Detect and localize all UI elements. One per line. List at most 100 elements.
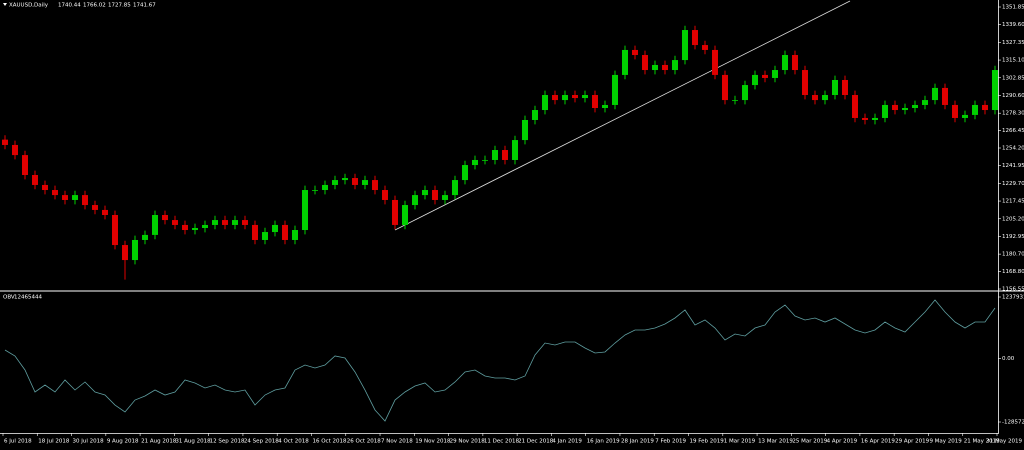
y-tick-label: 1266.45: [1002, 128, 1024, 134]
candle-body: [392, 199, 398, 225]
candle-body: [172, 220, 178, 225]
candle-body: [712, 49, 718, 75]
candle-body: [612, 74, 618, 105]
candle-body: [702, 45, 708, 50]
x-tick-label: 9 Aug 2018: [107, 439, 139, 445]
x-tick-label: 18 Jul 2018: [38, 439, 70, 445]
candle-body: [162, 214, 168, 221]
candle-body: [762, 74, 768, 78]
candle-body: [582, 95, 588, 99]
header-value: 1740.44: [58, 3, 81, 9]
y-tick-label: 1192.95: [1002, 234, 1024, 240]
x-tick-label: 1 Mar 2019: [724, 439, 756, 445]
x-tick-label: 29 Nov 2018: [450, 439, 486, 445]
candle-body: [962, 114, 968, 118]
candle-body: [2, 139, 8, 145]
candle-body: [892, 104, 898, 111]
candle-body: [452, 180, 458, 196]
y-tick-label: 1180.70: [1002, 252, 1024, 258]
candle-body: [832, 79, 838, 96]
x-tick-label: 21 Dec 2018: [518, 439, 554, 445]
y-tick-label: 1168.80: [1002, 269, 1024, 275]
candle-body: [592, 95, 598, 109]
candle-body: [292, 230, 298, 240]
candle-body: [602, 104, 608, 109]
candle-body: [412, 195, 418, 206]
candle-body: [552, 95, 558, 101]
candle-body: [992, 70, 998, 111]
candle-body: [222, 220, 228, 225]
candle-body: [772, 70, 778, 78]
x-tick-label: 31 May 2019: [986, 439, 1022, 445]
candle-body: [52, 190, 58, 196]
candle-body: [672, 60, 678, 71]
symbol-title: XAUUSD,Daily: [9, 3, 49, 9]
y-tick-label: 1254.20: [1002, 146, 1024, 152]
candle-body: [512, 140, 518, 160]
candle-body: [692, 30, 698, 46]
y-tick-label: 1339.60: [1002, 22, 1024, 28]
x-tick-label: 4 Oct 2018: [278, 439, 309, 445]
y-tick-label: 1156.55: [1002, 287, 1024, 293]
x-tick-label: 24 Sep 2018: [244, 439, 279, 445]
candle-body: [102, 209, 108, 215]
x-tick-label: 11 Dec 2018: [484, 439, 520, 445]
candle-body: [952, 104, 958, 118]
candle-body: [462, 165, 468, 181]
y-tick-label: 1217.45: [1002, 199, 1024, 205]
candle-body: [192, 227, 198, 231]
symbol-menu-arrow[interactable]: [3, 3, 7, 6]
candle-body: [82, 195, 88, 206]
y-tick-label: 1327.35: [1002, 40, 1024, 46]
y-tick-label: 0.00: [1002, 356, 1015, 362]
candle-body: [362, 180, 368, 185]
candle-body: [782, 55, 788, 71]
y-tick-label: 1241.95: [1002, 163, 1024, 169]
candle-body: [92, 205, 98, 210]
y-tick-label: 1229.70: [1002, 181, 1024, 187]
x-tick-label: 26 Oct 2018: [347, 439, 382, 445]
candle-body: [922, 100, 928, 105]
candle-body: [32, 175, 38, 185]
header-value: 1727.85: [108, 3, 131, 9]
x-tick-label: 7 Nov 2018: [381, 439, 413, 445]
candle-body: [482, 159, 488, 161]
candle-body: [442, 195, 448, 200]
candle-body: [22, 155, 28, 176]
candle-body: [842, 79, 848, 96]
candle-body: [112, 214, 118, 246]
candle-body: [632, 49, 638, 56]
header-value: 1741.67: [133, 3, 156, 9]
x-tick-label: 13 Mar 2019: [758, 439, 793, 445]
candle-body: [72, 195, 78, 200]
candle-body: [502, 150, 508, 160]
candle-body: [312, 190, 318, 191]
candle-body: [402, 205, 408, 225]
candle-body: [972, 104, 978, 115]
x-tick-label: 31 Aug 2018: [175, 439, 211, 445]
candle-body: [242, 220, 248, 225]
candle-body: [532, 110, 538, 120]
candle-body: [472, 159, 478, 166]
candle-body: [42, 184, 48, 191]
x-tick-label: 25 Mar 2019: [792, 439, 827, 445]
x-tick-label: 12 Sep 2018: [210, 439, 245, 445]
x-tick-label: 19 Feb 2019: [690, 439, 725, 445]
candle-body: [752, 74, 758, 86]
candle-body: [152, 214, 158, 235]
trend-line: [394, 0, 851, 231]
candle-body: [802, 70, 808, 96]
x-tick-label: 21 May 2019: [964, 439, 1000, 445]
candle-body: [932, 87, 938, 101]
candle-body: [652, 64, 658, 71]
candle-body: [382, 190, 388, 200]
candle-body: [852, 95, 858, 118]
x-tick-label: 16 Oct 2018: [312, 439, 347, 445]
candle-body: [142, 234, 148, 240]
candle-body: [422, 190, 428, 196]
candle-body: [872, 117, 878, 120]
y-tick-label: 1237931: [1002, 295, 1024, 301]
candle-body: [132, 239, 138, 261]
